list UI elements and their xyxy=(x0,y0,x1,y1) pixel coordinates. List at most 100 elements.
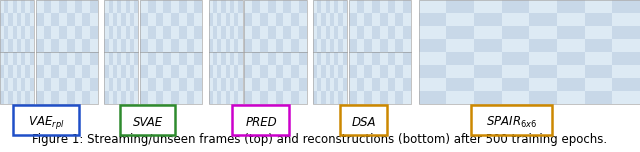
Bar xyxy=(244,91,252,104)
Bar xyxy=(209,0,243,104)
Bar xyxy=(342,52,347,65)
Bar xyxy=(252,78,260,91)
Bar xyxy=(125,39,130,52)
Bar xyxy=(113,39,117,52)
Bar xyxy=(372,52,380,65)
Bar xyxy=(291,0,299,13)
Bar xyxy=(356,0,364,13)
Bar xyxy=(36,0,44,13)
Bar xyxy=(195,0,202,13)
Bar xyxy=(238,78,243,91)
Bar xyxy=(334,78,339,91)
Bar xyxy=(474,91,502,104)
Bar xyxy=(388,91,396,104)
Bar xyxy=(446,39,474,52)
Bar xyxy=(356,91,364,104)
Bar xyxy=(195,65,202,78)
Bar xyxy=(179,13,187,26)
Bar xyxy=(252,65,260,78)
Bar xyxy=(51,13,59,26)
Bar xyxy=(122,78,125,91)
Bar xyxy=(21,39,26,52)
Bar xyxy=(529,52,557,65)
Bar xyxy=(0,39,4,52)
Bar xyxy=(217,39,221,52)
Bar xyxy=(326,91,330,104)
Bar xyxy=(260,65,268,78)
Bar xyxy=(51,26,59,39)
Bar xyxy=(172,91,179,104)
Bar xyxy=(59,78,67,91)
Bar xyxy=(446,52,474,65)
Bar xyxy=(26,65,29,78)
Bar xyxy=(26,39,29,52)
Bar xyxy=(388,26,396,39)
Bar xyxy=(148,13,156,26)
Bar xyxy=(244,13,252,26)
Bar xyxy=(317,65,321,78)
Bar xyxy=(585,78,612,91)
Bar xyxy=(140,26,148,39)
Bar xyxy=(122,39,125,52)
Bar xyxy=(244,78,252,91)
Bar xyxy=(187,39,195,52)
Bar xyxy=(13,65,17,78)
Bar xyxy=(260,13,268,26)
Bar xyxy=(213,39,217,52)
Bar xyxy=(51,78,59,91)
Bar xyxy=(339,39,342,52)
Bar xyxy=(117,52,122,65)
Bar xyxy=(29,26,34,39)
Bar xyxy=(134,0,138,13)
Bar xyxy=(612,39,640,52)
Bar xyxy=(284,52,291,65)
Bar xyxy=(252,91,260,104)
Bar xyxy=(130,78,134,91)
Bar xyxy=(13,78,17,91)
Bar xyxy=(612,52,640,65)
Bar xyxy=(29,65,34,78)
Bar xyxy=(396,26,403,39)
Bar xyxy=(372,78,380,91)
Bar xyxy=(252,13,260,26)
Bar xyxy=(403,39,411,52)
Bar xyxy=(299,26,307,39)
Bar xyxy=(474,26,502,39)
Bar xyxy=(342,65,347,78)
Bar xyxy=(209,0,213,13)
Bar xyxy=(59,26,67,39)
Bar xyxy=(59,52,67,65)
Bar xyxy=(372,91,380,104)
Bar xyxy=(51,39,59,52)
Bar xyxy=(172,0,179,13)
Bar xyxy=(321,39,326,52)
Bar xyxy=(125,13,130,26)
Bar xyxy=(317,52,321,65)
Bar xyxy=(217,0,221,13)
Bar xyxy=(326,0,330,13)
Bar xyxy=(130,91,134,104)
Bar xyxy=(179,26,187,39)
Bar xyxy=(195,52,202,65)
Bar xyxy=(230,65,234,78)
Bar xyxy=(172,26,179,39)
Bar xyxy=(226,39,230,52)
Bar xyxy=(313,65,317,78)
Bar xyxy=(372,13,380,26)
Bar xyxy=(419,26,446,39)
Bar xyxy=(21,91,26,104)
Bar xyxy=(299,52,307,65)
Bar xyxy=(317,39,321,52)
Bar xyxy=(36,52,44,65)
Bar xyxy=(299,91,307,104)
Bar xyxy=(275,91,284,104)
Bar xyxy=(0,13,4,26)
Bar xyxy=(140,0,202,104)
Bar xyxy=(90,13,98,26)
Bar xyxy=(317,26,321,39)
Bar xyxy=(75,0,83,13)
Bar xyxy=(268,0,275,13)
Bar xyxy=(284,39,291,52)
Bar xyxy=(252,52,260,65)
Bar xyxy=(134,78,138,91)
